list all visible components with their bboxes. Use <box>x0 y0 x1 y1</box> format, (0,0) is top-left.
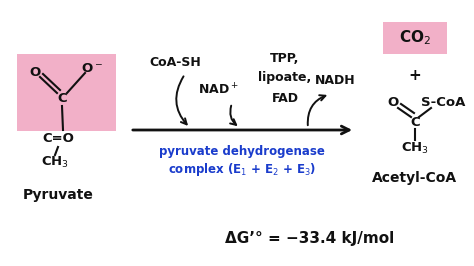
Text: TPP,: TPP, <box>270 52 300 64</box>
Text: ΔG’° = −33.4 kJ/mol: ΔG’° = −33.4 kJ/mol <box>225 231 395 246</box>
Text: Acetyl-CoA: Acetyl-CoA <box>373 171 457 185</box>
Text: NAD$^+$: NAD$^+$ <box>198 82 238 98</box>
Text: O: O <box>387 95 399 109</box>
Text: NADH: NADH <box>315 73 356 86</box>
Text: Pyruvate: Pyruvate <box>23 188 93 202</box>
Text: +: + <box>409 68 421 82</box>
Text: C=O: C=O <box>42 131 74 144</box>
Text: pyruvate dehydrogenase: pyruvate dehydrogenase <box>159 146 325 159</box>
Text: CO$_2$: CO$_2$ <box>399 29 431 47</box>
Text: C: C <box>57 92 67 105</box>
Text: S-CoA: S-CoA <box>421 95 465 109</box>
Text: O$^-$: O$^-$ <box>81 61 103 74</box>
FancyBboxPatch shape <box>383 22 447 54</box>
Text: CH$_3$: CH$_3$ <box>401 140 429 156</box>
FancyBboxPatch shape <box>17 54 116 131</box>
Text: complex (E$_1$ + E$_2$ + E$_3$): complex (E$_1$ + E$_2$ + E$_3$) <box>168 161 316 178</box>
Text: lipoate,: lipoate, <box>258 72 311 85</box>
Text: C: C <box>410 115 420 128</box>
Text: O: O <box>29 65 41 78</box>
Text: CoA-SH: CoA-SH <box>149 56 201 69</box>
Text: FAD: FAD <box>272 92 299 105</box>
Text: CH$_3$: CH$_3$ <box>41 155 69 169</box>
